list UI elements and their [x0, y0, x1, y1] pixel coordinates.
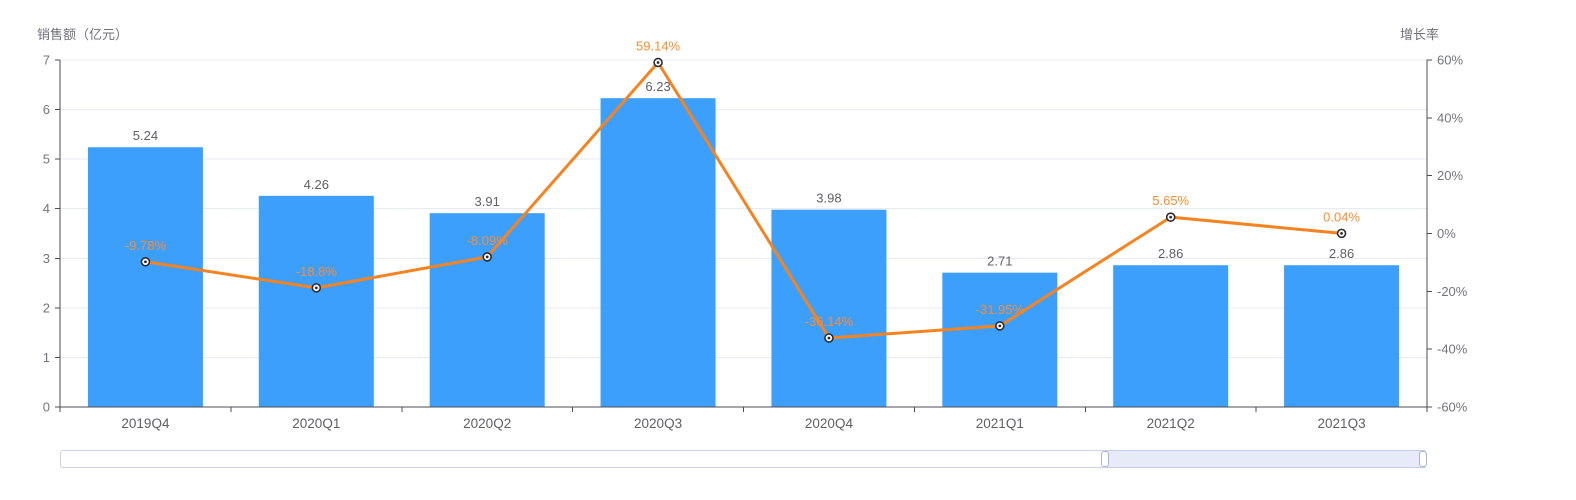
line-point-dot-2020Q4 [827, 336, 831, 340]
line-label-2020Q3: 59.14% [636, 38, 681, 53]
bar-2019Q4[interactable] [87, 147, 203, 407]
x-axis-label-2020Q1: 2020Q1 [292, 416, 340, 431]
left-axis-tick-label: 1 [43, 350, 50, 365]
bar-2020Q3[interactable] [600, 98, 716, 408]
bar-2021Q1[interactable] [942, 272, 1058, 407]
bar-label-2020Q2: 3.91 [475, 194, 500, 209]
bar-2020Q1[interactable] [258, 195, 374, 407]
bar-label-2021Q2: 2.86 [1158, 246, 1183, 261]
bar-label-2020Q3: 6.23 [645, 79, 670, 94]
growth-line[interactable] [143, 60, 1344, 340]
bar-label-2021Q3: 2.86 [1329, 246, 1354, 261]
right-axis-tick-label: 20% [1437, 168, 1463, 183]
line-label-2019Q4: -9.78% [125, 238, 167, 253]
right-axis-title: 增长率 [1400, 27, 1440, 42]
right-axis-tick-label: 0% [1437, 226, 1456, 241]
bar-label-2021Q1: 2.71 [987, 254, 1012, 269]
left-axis-tick-label: 6 [43, 102, 50, 117]
left-axis-tick-label: 7 [43, 53, 50, 68]
right-axis-tick-label: -60% [1437, 400, 1468, 415]
line-label-2021Q1: -31.95% [976, 302, 1025, 317]
line-point-dot-2021Q3 [1340, 231, 1343, 235]
datazoom-right-handle[interactable] [1419, 451, 1427, 467]
right-axis-tick-label: -20% [1437, 284, 1468, 299]
datazoom-selected-range[interactable] [1105, 450, 1426, 468]
bar-label-2020Q4: 3.98 [816, 191, 841, 206]
line-label-2021Q3: 0.04% [1323, 209, 1360, 224]
x-axis-label-2020Q2: 2020Q2 [463, 416, 511, 431]
datazoom-left-handle[interactable] [1101, 451, 1110, 467]
line-point-dot-2020Q2 [485, 255, 489, 259]
line-label-2020Q4: -36.14% [805, 314, 854, 329]
bar-2021Q2[interactable] [1113, 265, 1229, 407]
bar-2021Q3[interactable] [1284, 265, 1400, 407]
left-axis-tick-label: 4 [43, 201, 50, 216]
left-axis-tick-label: 2 [43, 300, 50, 315]
line-label-2020Q1: -18.8% [296, 264, 338, 279]
bar-label-2020Q1: 4.26 [304, 177, 329, 192]
bar-2020Q2[interactable] [429, 213, 545, 407]
line-label-2021Q2: 5.65% [1152, 193, 1189, 208]
right-axis-tick-label: 40% [1437, 110, 1463, 125]
line-point-dot-2021Q2 [1169, 215, 1173, 219]
left-axis-tick-label: 5 [43, 152, 50, 167]
line-point-dot-2019Q4 [144, 260, 147, 264]
x-axis-label-2020Q4: 2020Q4 [805, 416, 854, 431]
left-axis-tick-label: 3 [43, 251, 50, 266]
bar-label-2019Q4: 5.24 [133, 128, 158, 143]
right-axis-tick-label: 60% [1437, 53, 1463, 68]
x-axis-label-2021Q1: 2021Q1 [976, 416, 1024, 431]
line-point-dot-2020Q1 [314, 286, 318, 290]
x-axis-label-2020Q3: 2020Q3 [634, 416, 682, 431]
left-axis-tick-label: 0 [43, 400, 50, 415]
line-point-dot-2020Q3 [656, 61, 660, 64]
left-axis-title: 销售额（亿元） [37, 27, 129, 42]
x-axis-label-2021Q3: 2021Q3 [1318, 416, 1366, 431]
datazoom-slider-track[interactable] [60, 450, 1427, 468]
x-axis-label-2019Q4: 2019Q4 [121, 416, 170, 431]
line-label-2020Q2: -8.09% [467, 233, 509, 248]
line-point-dot-2021Q1 [998, 324, 1002, 328]
bar-2020Q4[interactable] [771, 209, 887, 407]
x-axis-label-2021Q2: 2021Q2 [1147, 416, 1195, 431]
right-axis-tick-label: -40% [1437, 342, 1468, 357]
